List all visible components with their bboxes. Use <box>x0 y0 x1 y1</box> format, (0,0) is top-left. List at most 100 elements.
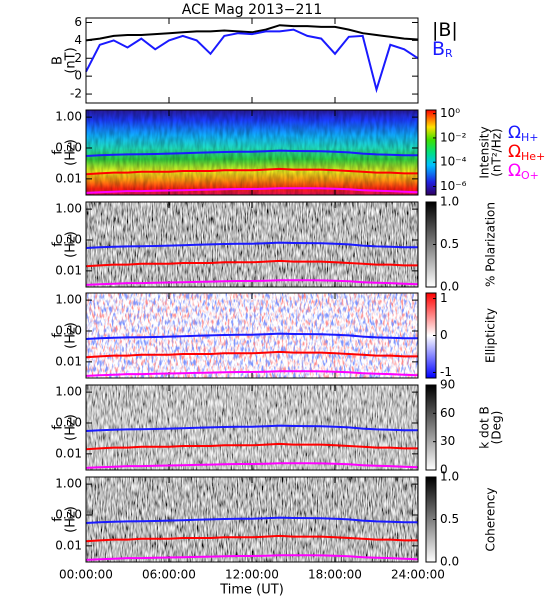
colorbar-label: Coherency <box>484 487 498 551</box>
legend-name: Ω <box>508 123 521 143</box>
series-line <box>85 332 418 340</box>
y-tick-label: 0.10 <box>55 507 82 521</box>
colorbar-tick-label: 30 <box>440 434 455 448</box>
legend-entry: ΩO+ <box>508 161 539 182</box>
legend-entry: ΩHe+ <box>508 142 545 163</box>
colorbar-label: Intensity <box>478 126 492 178</box>
plot-frame <box>85 476 419 563</box>
series-line <box>85 442 418 451</box>
y-tick-label: 0.10 <box>55 415 82 429</box>
series-line <box>85 279 419 286</box>
legend-name: Ω <box>508 142 521 162</box>
colorbar-label: % Polarization <box>484 202 498 287</box>
colorbar-tick-label: 0.0 <box>440 555 459 569</box>
series-line <box>85 149 418 157</box>
y-tick-label: 0.10 <box>55 140 82 154</box>
colorbar-tick-label: 10⁻⁶ <box>440 179 467 193</box>
series-line <box>85 516 418 524</box>
series-line <box>85 462 419 469</box>
y-axis-label: f <box>51 242 66 247</box>
legend-entry: ΩH+ <box>508 123 539 144</box>
legend-entry: |B| <box>432 19 458 41</box>
colorbar-tick-label: 1 <box>440 291 448 305</box>
y-tick-label: 0.10 <box>55 232 82 246</box>
legend-subscript: H+ <box>521 131 539 144</box>
legend-entry: BR <box>432 38 453 61</box>
y-tick-label: 1.00 <box>55 293 82 307</box>
y-axis-label: (Hz) <box>64 322 79 349</box>
x-tick-label: 00:00:00 <box>59 568 113 582</box>
series-line <box>85 187 419 194</box>
plot-frame <box>85 201 419 288</box>
y-tick-label: 0 <box>74 69 82 83</box>
x-tick-label: 18:00:00 <box>308 568 362 582</box>
y-axis-label: f <box>51 425 66 430</box>
y-axis-label: f <box>51 150 66 155</box>
x-tick-label: 24:00:00 <box>391 568 445 582</box>
colorbar-tick-label: -1 <box>440 365 452 379</box>
series-line <box>85 259 418 268</box>
y-axis-label: B <box>51 56 66 65</box>
y-axis-label: (Hz) <box>64 414 79 441</box>
y-tick-label: 0.01 <box>55 538 82 552</box>
y-tick-label: 0.10 <box>55 323 82 337</box>
y-tick-label: 0.01 <box>55 446 82 460</box>
legend-name: B <box>432 38 445 60</box>
y-tick-label: 1.00 <box>55 110 82 124</box>
colorbar-tick-label: 10⁰ <box>440 106 460 120</box>
y-tick-label: 6 <box>74 15 82 29</box>
x-tick-label: 12:00:00 <box>225 568 279 582</box>
legend-subscript: R <box>445 47 453 60</box>
y-axis-label: (Hz) <box>64 231 79 258</box>
y-tick-label: -2 <box>70 87 82 101</box>
colorbar-tick-label: 60 <box>440 406 455 420</box>
series-line <box>85 24 419 42</box>
colorbar-tick-label: 1.0 <box>440 470 459 484</box>
y-axis-label: f <box>51 517 66 522</box>
colorbar-tick-label: 10⁻² <box>440 130 467 144</box>
plot-frame <box>85 17 419 104</box>
colorbar-tick-label: 0.0 <box>440 280 459 294</box>
series-line <box>85 241 418 249</box>
series-line <box>85 167 418 176</box>
series-line <box>85 350 418 359</box>
x-tick-label: 06:00:00 <box>142 568 196 582</box>
colorbar-label: Ellipticity <box>484 308 498 363</box>
x-axis-label: Time (UT) <box>219 583 284 598</box>
series-line <box>85 28 419 94</box>
y-tick-label: 4 <box>74 33 82 47</box>
colorbar <box>425 109 437 196</box>
y-tick-label: 0.01 <box>55 263 82 277</box>
y-tick-label: 1.00 <box>55 385 82 399</box>
series-line <box>85 534 418 543</box>
colorbar-tick-label: 90 <box>440 378 455 392</box>
colorbar-tick-label: 0.5 <box>440 512 459 526</box>
colorbar-tick-label: 0 <box>440 463 448 477</box>
y-tick-label: 1.00 <box>55 477 82 491</box>
y-tick-label: 1.00 <box>55 202 82 216</box>
spectrogram-backgrounds <box>86 109 437 563</box>
colorbar-tick-label: 1.0 <box>440 195 459 209</box>
y-tick-label: 0.01 <box>55 171 82 185</box>
chart-title: ACE Mag 2013−211 <box>182 2 322 18</box>
y-axis-label: (nT) <box>64 47 79 73</box>
colorbar-tick-label: 0 <box>440 328 448 342</box>
legend-subscript: O+ <box>521 169 539 182</box>
plot-frame <box>85 109 419 196</box>
colorbar-tick-label: 10⁻⁴ <box>440 155 467 169</box>
plot-frame <box>85 292 419 379</box>
legend-name: Ω <box>508 161 521 181</box>
colorbar <box>425 384 437 471</box>
legend-subscript: He+ <box>521 150 545 163</box>
colorbar-label: k dot B <box>478 406 492 448</box>
colorbar-label: (nT²/Hz) <box>490 128 504 176</box>
series-line <box>85 554 419 561</box>
legend-name: |B| <box>432 19 458 41</box>
y-axis-label: (Hz) <box>64 506 79 533</box>
y-axis-label: f <box>51 333 66 338</box>
y-axis-label: (Hz) <box>64 139 79 166</box>
y-tick-label: 0.01 <box>55 354 82 368</box>
y-tick-label: 2 <box>74 51 82 65</box>
colorbar-label: (Deg) <box>490 411 504 445</box>
